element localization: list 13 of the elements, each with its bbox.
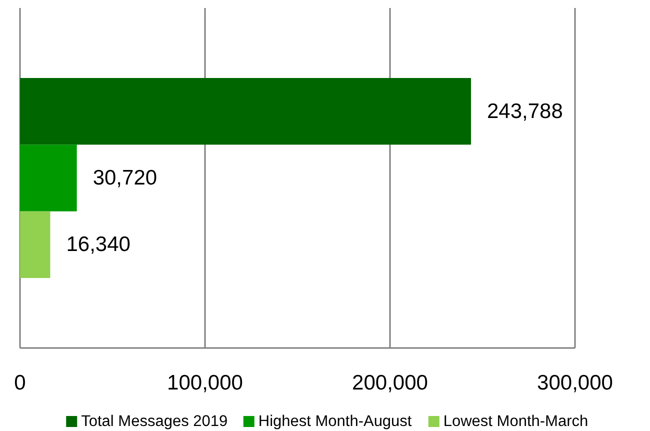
legend-label: Lowest Month-March bbox=[443, 413, 588, 430]
x-tick-label: 300,000 bbox=[537, 372, 613, 395]
x-tick-label: 200,000 bbox=[352, 372, 428, 395]
data-label: 30,720 bbox=[92, 166, 158, 190]
x-tick-label: 0 bbox=[14, 372, 26, 395]
bar bbox=[20, 78, 472, 145]
bar bbox=[20, 144, 77, 212]
x-tick-label: 100,000 bbox=[167, 372, 243, 395]
data-label: 16,340 bbox=[66, 233, 130, 256]
legend-label: Total Messages 2019 bbox=[81, 413, 228, 430]
legend-label: Highest Month-August bbox=[258, 413, 412, 430]
data-label: 243,788 bbox=[487, 100, 563, 123]
bar bbox=[20, 211, 50, 278]
